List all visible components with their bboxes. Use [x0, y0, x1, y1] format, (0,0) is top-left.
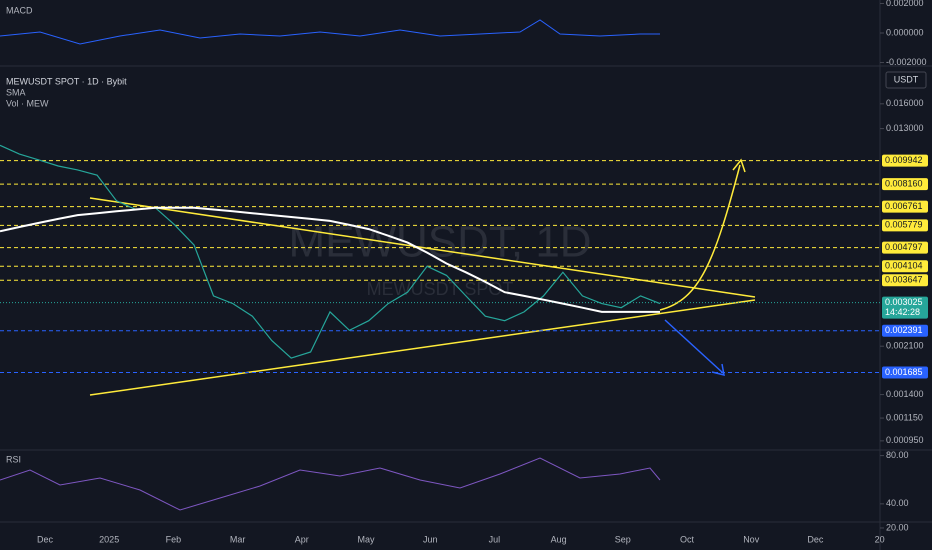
level-label: 0.002391	[885, 325, 923, 335]
level-label: 0.003647	[885, 275, 923, 285]
level-label-box	[882, 274, 928, 287]
x-tick-label: Oct	[680, 534, 695, 544]
x-tick-label: Nov	[743, 534, 760, 544]
level-label-box	[882, 241, 928, 254]
last-price-label: 0.003025	[885, 297, 923, 307]
watermark-sub: MEWUSDT SPOT	[367, 279, 514, 299]
level-label: 0.009942	[885, 155, 923, 165]
macd-line	[0, 19, 660, 45]
x-tick-label: Dec	[37, 534, 54, 544]
x-tick-label: 2025	[99, 534, 119, 544]
symbol-title: MEWUSDT SPOT · 1D · Bybit	[6, 76, 127, 86]
level-label-box	[882, 219, 928, 232]
level-label-box	[882, 178, 928, 191]
arrow-head	[711, 363, 725, 377]
x-tick-label: May	[357, 534, 375, 544]
x-tick-label: Dec	[807, 534, 824, 544]
x-tick-label: Aug	[551, 534, 567, 544]
y-tick-label: 40.00	[886, 498, 909, 508]
level-label-box	[882, 324, 928, 337]
y-tick-label: -0.002000	[886, 57, 927, 67]
rsi-label: RSI	[6, 454, 21, 464]
y-tick-label: 0.013000	[886, 123, 924, 133]
x-tick-label: Feb	[166, 534, 182, 544]
y-tick-label: 0.000000	[886, 27, 924, 37]
level-label: 0.004797	[885, 242, 923, 252]
countdown: 14:42:28	[885, 307, 920, 317]
arrow-head	[732, 158, 746, 173]
level-label-box	[882, 366, 928, 379]
level-label: 0.004104	[885, 261, 923, 271]
currency-box[interactable]	[885, 71, 927, 89]
level-label-box	[882, 154, 928, 167]
level-label: 0.006761	[885, 201, 923, 211]
x-tick-label: Sep	[615, 534, 631, 544]
x-tick-label: Jun	[423, 534, 438, 544]
trendline	[89, 299, 756, 396]
price-line	[0, 144, 661, 359]
macd-label: MACD	[6, 5, 33, 15]
level-label-box	[882, 200, 928, 213]
x-tick-label: Jul	[489, 534, 501, 544]
level-label: 0.001685	[885, 367, 923, 377]
sma-line	[0, 206, 660, 313]
last-price-box	[882, 296, 928, 319]
rsi-line	[0, 457, 661, 511]
level-label: 0.008160	[885, 179, 923, 189]
y-tick-label: 0.002100	[886, 341, 924, 351]
x-tick-label: Mar	[230, 534, 246, 544]
y-tick-label: 0.001150	[886, 412, 923, 422]
bullish-arrow	[659, 164, 741, 311]
y-tick-label: 0.002000	[886, 0, 924, 8]
x-tick-label: Apr	[295, 534, 309, 544]
bearish-arrow	[664, 319, 724, 374]
y-tick-label: 0.000950	[886, 435, 924, 445]
x-tick-label: 20	[875, 534, 885, 544]
y-tick-label: 20.00	[886, 522, 909, 532]
y-tick-label: 0.001400	[886, 389, 924, 399]
level-label: 0.005779	[885, 220, 923, 230]
volume-label: Vol · MEW	[6, 98, 49, 108]
y-tick-label: 80.00	[886, 450, 909, 460]
sma-label: SMA	[6, 87, 26, 97]
y-tick-label: 0.016000	[886, 98, 924, 108]
currency[interactable]: USDT	[894, 74, 919, 84]
level-label-box	[882, 260, 928, 273]
